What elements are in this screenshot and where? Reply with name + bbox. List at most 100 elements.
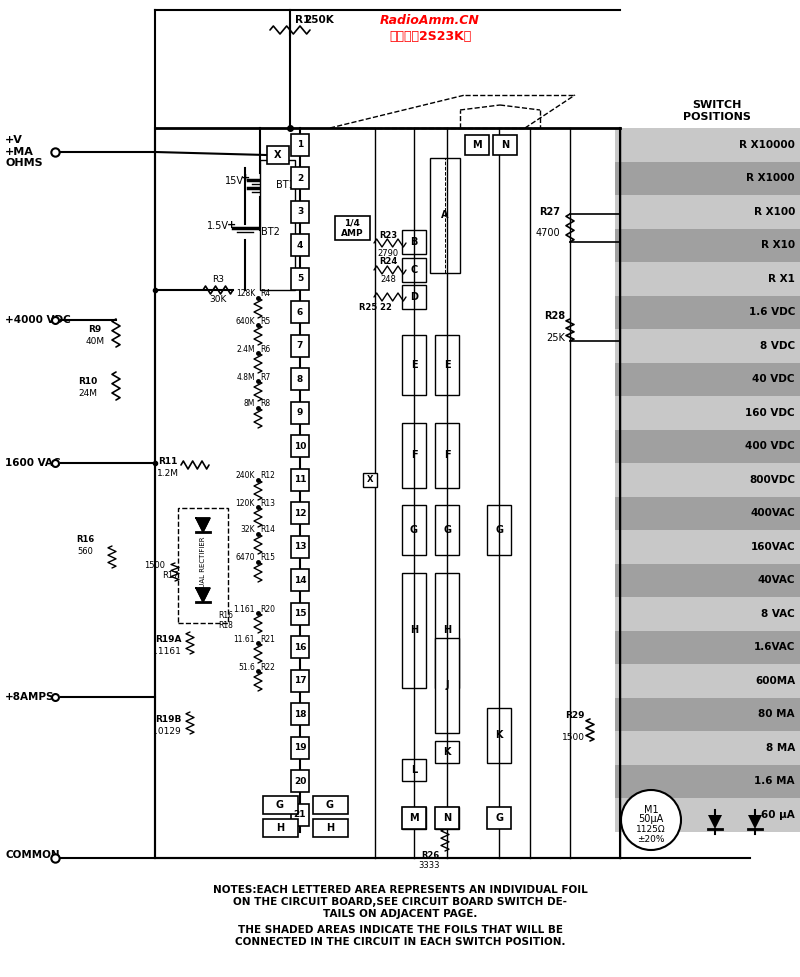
Polygon shape [196, 518, 210, 532]
Text: C: C [410, 265, 418, 275]
Text: 收音机雰2S23K库: 收音机雰2S23K库 [389, 29, 471, 43]
Bar [291, 200, 309, 223]
Text: R9: R9 [88, 325, 102, 334]
Text: 15V: 15V [225, 176, 244, 186]
Text: R20: R20 [260, 605, 275, 614]
Bar [155, 161, 615, 195]
Bar [155, 764, 800, 798]
Text: 1125Ω: 1125Ω [636, 825, 666, 833]
Text: H: H [326, 823, 334, 833]
Text: F: F [410, 450, 418, 460]
Bar [155, 630, 615, 664]
Text: BT2: BT2 [261, 227, 280, 237]
Text: 4700: 4700 [535, 228, 560, 238]
Bar [155, 262, 800, 295]
Bar [155, 664, 800, 698]
Text: +4000 VDC: +4000 VDC [5, 315, 70, 325]
Text: 160 VDC: 160 VDC [746, 407, 795, 418]
Bar [155, 496, 800, 530]
Text: F: F [444, 450, 450, 460]
Bar [155, 463, 615, 496]
Bar [291, 804, 309, 826]
Text: NOTES:EACH LETTERED AREA REPRESENTS AN INDIVIDUAL FOIL: NOTES:EACH LETTERED AREA REPRESENTS AN I… [213, 885, 587, 895]
Text: 1.6VAC: 1.6VAC [754, 642, 795, 653]
Text: 1500: 1500 [562, 734, 585, 743]
Text: 1/4
AMP: 1/4 AMP [341, 218, 363, 237]
Bar [155, 362, 615, 396]
Text: R X100: R X100 [754, 207, 795, 217]
Bar [291, 335, 309, 357]
Text: 8 VDC: 8 VDC [760, 341, 795, 351]
Text: R24: R24 [379, 258, 397, 267]
Text: R27: R27 [539, 207, 560, 217]
Text: 12: 12 [294, 509, 306, 518]
Text: 6: 6 [297, 308, 303, 317]
Text: R1: R1 [295, 15, 310, 25]
Text: M: M [409, 813, 419, 823]
Text: 1.5V: 1.5V [207, 221, 229, 231]
Text: 10: 10 [294, 442, 306, 450]
Bar [155, 430, 615, 463]
Bar [402, 573, 426, 688]
Bar [155, 530, 800, 564]
Text: R15: R15 [260, 554, 275, 563]
Text: 13: 13 [294, 542, 306, 551]
Text: 248: 248 [380, 276, 396, 284]
Text: .0129: .0129 [155, 728, 181, 737]
Bar [155, 195, 800, 229]
Text: R21: R21 [260, 634, 275, 644]
Bar [334, 216, 370, 240]
Text: 21: 21 [294, 810, 306, 820]
Bar [291, 737, 309, 759]
Bar [402, 807, 426, 829]
Text: R5: R5 [260, 317, 270, 325]
Polygon shape [196, 588, 210, 602]
Bar [487, 505, 511, 555]
Bar [155, 396, 615, 430]
Text: D: D [410, 292, 418, 302]
Ellipse shape [621, 790, 681, 850]
Bar [435, 807, 459, 829]
Bar [155, 731, 800, 764]
Text: 400VAC: 400VAC [750, 508, 795, 518]
Bar [178, 508, 228, 623]
Text: 6470: 6470 [235, 554, 255, 563]
Text: R14: R14 [260, 526, 275, 534]
Bar [155, 463, 800, 496]
Text: R22: R22 [260, 662, 275, 671]
Bar [155, 295, 615, 329]
Bar [291, 234, 309, 256]
Bar [155, 597, 800, 630]
Text: 60 μA: 60 μA [762, 810, 795, 820]
Bar [262, 796, 298, 814]
Text: H: H [410, 625, 418, 635]
Text: 20: 20 [294, 777, 306, 786]
Bar [155, 798, 615, 831]
Text: .1161: .1161 [155, 648, 181, 657]
Text: M1: M1 [644, 805, 658, 815]
Bar [291, 535, 309, 558]
Bar [435, 807, 459, 829]
Bar [155, 664, 615, 698]
Bar [155, 229, 615, 262]
Text: M: M [472, 140, 482, 150]
Text: 400 VDC: 400 VDC [746, 442, 795, 451]
Text: R4: R4 [260, 289, 270, 299]
Bar [435, 422, 459, 488]
Bar [291, 301, 309, 323]
Bar [155, 195, 615, 229]
Text: R28: R28 [544, 311, 565, 321]
Bar [291, 469, 309, 490]
Text: 128K: 128K [236, 289, 255, 299]
Text: THE SHADED AREAS INDICATE THE FOILS THAT WILL BE: THE SHADED AREAS INDICATE THE FOILS THAT… [238, 925, 562, 935]
Text: L: L [411, 765, 417, 775]
Bar [313, 819, 347, 837]
Bar [155, 496, 615, 530]
Bar [291, 703, 309, 725]
Text: K: K [443, 747, 450, 757]
Bar [402, 422, 426, 488]
Bar [155, 798, 800, 831]
Text: 640K: 640K [235, 317, 255, 325]
Bar [155, 295, 800, 329]
Bar [291, 268, 309, 290]
